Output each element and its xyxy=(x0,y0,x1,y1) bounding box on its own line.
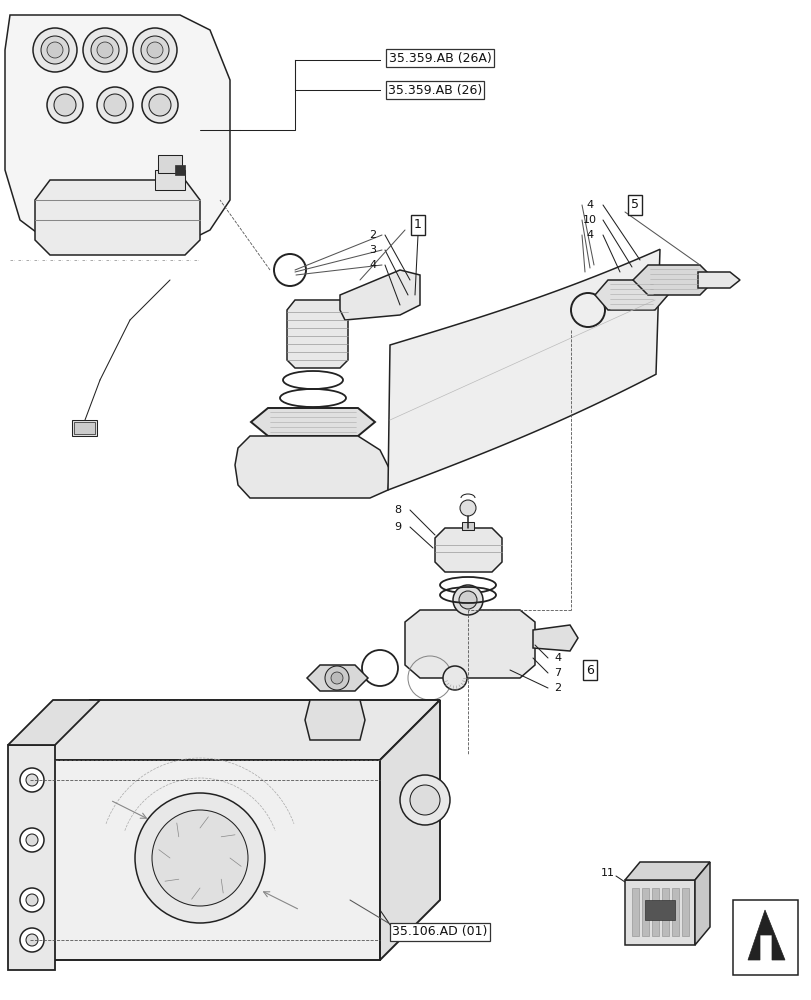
Text: 4: 4 xyxy=(369,260,376,270)
Circle shape xyxy=(91,36,119,64)
Polygon shape xyxy=(340,270,419,320)
Circle shape xyxy=(458,591,476,609)
Polygon shape xyxy=(624,880,694,945)
Circle shape xyxy=(141,36,169,64)
Bar xyxy=(642,888,648,936)
Text: 4: 4 xyxy=(586,200,593,210)
Text: 2: 2 xyxy=(369,230,376,240)
Bar xyxy=(681,888,689,936)
Circle shape xyxy=(410,785,440,815)
Circle shape xyxy=(26,894,38,906)
Text: 35.359.AB (26A): 35.359.AB (26A) xyxy=(388,52,491,65)
Polygon shape xyxy=(8,700,100,745)
Polygon shape xyxy=(30,760,380,960)
Polygon shape xyxy=(633,265,714,295)
Circle shape xyxy=(20,768,44,792)
Bar xyxy=(732,900,797,975)
Text: 5: 5 xyxy=(630,198,638,212)
Circle shape xyxy=(453,585,483,615)
Text: 35.106.AD (01): 35.106.AD (01) xyxy=(392,925,487,938)
Text: 11: 11 xyxy=(600,868,614,878)
Polygon shape xyxy=(305,700,365,740)
Circle shape xyxy=(20,828,44,852)
Bar xyxy=(74,422,95,434)
Text: 3: 3 xyxy=(369,245,376,255)
Polygon shape xyxy=(35,180,200,255)
Polygon shape xyxy=(388,249,659,490)
Circle shape xyxy=(104,94,126,116)
Text: 2: 2 xyxy=(554,683,561,693)
Circle shape xyxy=(20,888,44,912)
Circle shape xyxy=(460,500,475,516)
Polygon shape xyxy=(307,665,367,691)
Text: 8: 8 xyxy=(394,505,401,515)
Polygon shape xyxy=(435,528,501,572)
Polygon shape xyxy=(8,745,55,970)
Circle shape xyxy=(54,94,76,116)
Circle shape xyxy=(148,94,171,116)
Circle shape xyxy=(443,666,466,690)
Text: 1: 1 xyxy=(414,219,422,232)
Circle shape xyxy=(20,928,44,952)
Polygon shape xyxy=(380,700,440,960)
Polygon shape xyxy=(251,408,375,436)
Bar xyxy=(631,888,638,936)
Circle shape xyxy=(41,36,69,64)
Text: 7: 7 xyxy=(554,668,561,678)
Polygon shape xyxy=(234,436,389,498)
Text: 4: 4 xyxy=(554,653,561,663)
Circle shape xyxy=(324,666,349,690)
Circle shape xyxy=(33,28,77,72)
Bar xyxy=(175,165,185,175)
Polygon shape xyxy=(694,862,709,945)
Circle shape xyxy=(97,87,133,123)
Circle shape xyxy=(133,28,177,72)
Bar xyxy=(661,888,668,936)
Text: 10: 10 xyxy=(582,215,596,225)
Bar xyxy=(158,155,182,173)
Text: 4: 4 xyxy=(586,230,593,240)
Circle shape xyxy=(97,42,113,58)
Circle shape xyxy=(142,87,178,123)
Bar xyxy=(672,888,678,936)
Polygon shape xyxy=(532,625,577,651)
Circle shape xyxy=(47,87,83,123)
Polygon shape xyxy=(286,300,348,368)
Circle shape xyxy=(152,810,247,906)
Circle shape xyxy=(26,774,38,786)
Polygon shape xyxy=(405,610,534,678)
Circle shape xyxy=(400,775,449,825)
Polygon shape xyxy=(594,280,667,310)
Bar xyxy=(644,900,674,920)
Text: 35.359.AB (26): 35.359.AB (26) xyxy=(388,84,482,97)
Bar xyxy=(72,420,97,436)
Circle shape xyxy=(83,28,127,72)
Circle shape xyxy=(135,793,264,923)
Circle shape xyxy=(147,42,163,58)
Text: 6: 6 xyxy=(586,664,593,676)
Polygon shape xyxy=(624,862,709,880)
Bar xyxy=(155,170,185,190)
Text: 9: 9 xyxy=(394,522,401,532)
Polygon shape xyxy=(5,15,230,250)
Bar xyxy=(461,522,474,530)
Bar xyxy=(651,888,659,936)
Polygon shape xyxy=(30,700,440,760)
Circle shape xyxy=(47,42,63,58)
Circle shape xyxy=(26,934,38,946)
Polygon shape xyxy=(697,272,739,288)
Polygon shape xyxy=(747,910,784,960)
Circle shape xyxy=(331,672,342,684)
Circle shape xyxy=(26,834,38,846)
